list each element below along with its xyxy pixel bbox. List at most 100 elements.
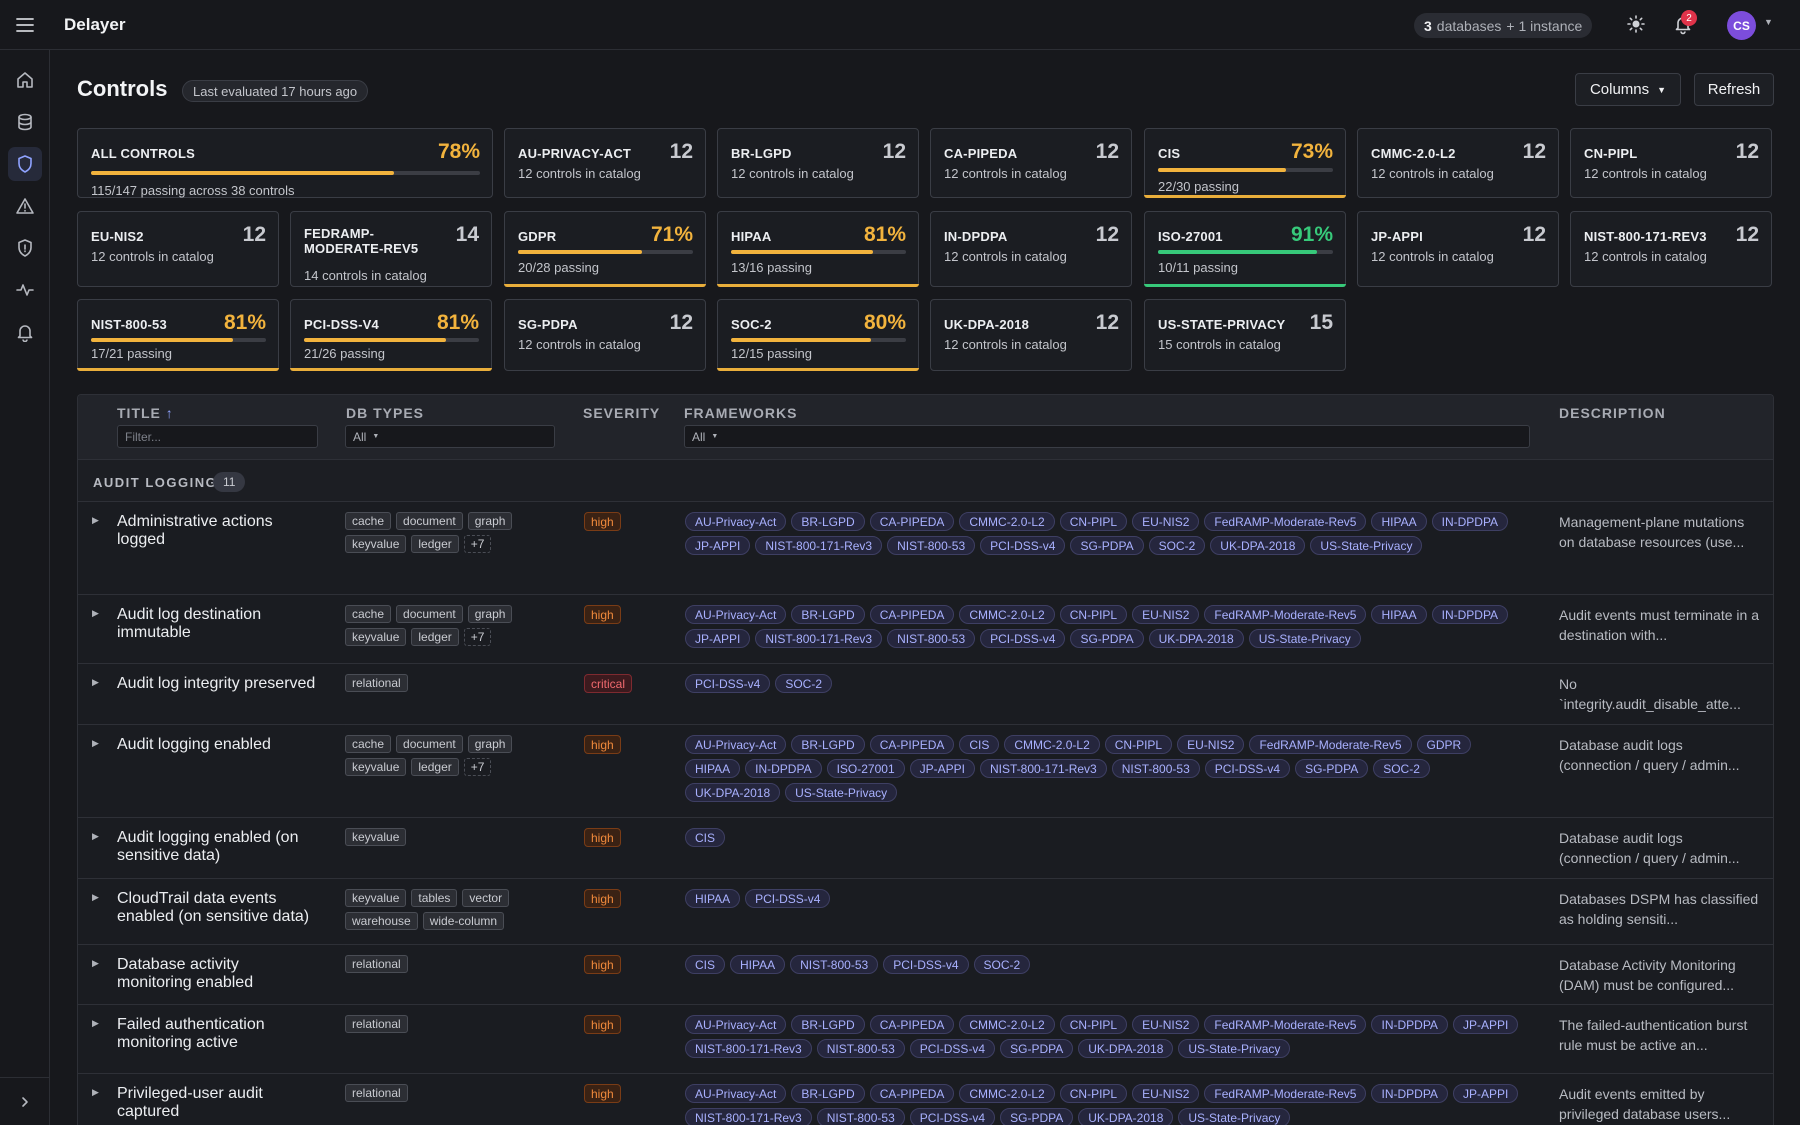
framework-card[interactable]: CIS 73% 22/30 passing [1144,128,1346,198]
db-types-cell: keyvalue [345,828,565,846]
framework-card[interactable]: SG-PDPA 12 12 controls in catalog [504,299,706,371]
title-header-label: TITLE [117,405,161,421]
framework-card[interactable]: ISO-27001 91% 10/11 passing [1144,211,1346,287]
table-row[interactable]: ▶ CloudTrail data events enabled (on sens… [78,879,1773,945]
table-row[interactable]: ▶ Audit logging enabled cache document graph… [78,725,1773,818]
shield-alert-icon[interactable] [8,231,42,265]
framework-tag: CIS [959,735,1000,754]
table-row[interactable]: ▶ Privileged-user audit captured relationa… [78,1074,1773,1125]
table-row[interactable]: ▶ Database activity monitoring enabled rel… [78,945,1773,1005]
framework-card-name: EU-NIS2 [91,229,144,244]
db-type-more-tag[interactable]: +7 [463,628,492,646]
db-types-filter-select[interactable]: All ▼ [345,425,555,448]
framework-card[interactable]: NIST-800-171-REV3 12 12 controls in catalo… [1570,211,1772,287]
control-description: No `integrity.audit_disable_atte... [1559,676,1741,712]
bell-icon[interactable] [8,315,42,349]
card-status-accent [290,368,492,371]
framework-card[interactable]: NIST-800-53 81% 17/21 passing [77,299,279,371]
control-title[interactable]: Audit log destination immutable [117,606,262,641]
chevron-right-icon[interactable] [0,1077,50,1125]
framework-card[interactable]: FEDRAMP- MODERATE-REV5 14 14 controls in c… [290,211,492,287]
framework-card[interactable]: EU-NIS2 12 12 controls in catalog [77,211,279,287]
expand-row-icon[interactable]: ▶ [92,892,99,902]
framework-card[interactable]: SOC-2 80% 12/15 passing [717,299,919,371]
column-header-frameworks[interactable]: FRAMEWORKS [684,405,798,421]
hamburger-icon[interactable] [0,0,50,50]
framework-card-control-count: 12 [1095,223,1119,246]
control-title[interactable]: Audit logging enabled [117,736,271,753]
control-description: Database audit logs (connection / query … [1559,737,1740,773]
table-row[interactable]: ▶ Administrative actions logged cache docum… [78,502,1773,595]
framework-tag: US-State-Privacy [1178,1039,1291,1058]
framework-card[interactable]: CN-PIPL 12 12 controls in catalog [1570,128,1772,198]
expand-row-icon[interactable]: ▶ [92,1087,99,1097]
warning-icon[interactable] [8,189,42,223]
expand-row-icon[interactable]: ▶ [92,608,99,618]
column-header-db-types[interactable]: DB TYPES [346,405,425,421]
control-title[interactable]: Audit log integrity preserved [117,675,316,692]
framework-card[interactable]: JP-APPI 12 12 controls in catalog [1357,211,1559,287]
title-filter-input[interactable]: Filter... [117,425,318,448]
expand-row-icon[interactable]: ▶ [92,738,99,748]
framework-card-control-count: 12 [1735,223,1759,246]
refresh-button[interactable]: Refresh [1694,73,1774,106]
table-row[interactable]: ▶ Audit log destination immutable cache doc… [78,595,1773,664]
control-title[interactable]: Privileged-user audit captured [117,1085,263,1120]
db-type-more-tag[interactable]: +7 [463,535,492,553]
framework-card-pass-rate: 81% [863,223,906,246]
control-title[interactable]: Failed authentication monitoring active [117,1016,265,1051]
framework-card[interactable]: AU-PRIVACY-ACT 12 12 controls in catalog [504,128,706,198]
column-header-description[interactable]: DESCRIPTION [1559,405,1666,421]
expand-row-icon[interactable]: ▶ [92,958,99,968]
expand-row-icon[interactable]: ▶ [92,1018,99,1028]
framework-tag: FedRAMP-Moderate-Rev5 [1204,605,1367,624]
control-title[interactable]: Database activity monitoring enabled [117,956,254,991]
expand-row-icon[interactable]: ▶ [92,677,99,687]
framework-card-summary: 22/30 passing [1158,179,1239,194]
column-header-severity[interactable]: SEVERITY [583,405,661,421]
last-evaluated-badge: Last evaluated 17 hours ago [182,80,369,102]
severity-badge: high [584,889,621,908]
control-description: The failed-authentication burst rule mus… [1559,1017,1748,1053]
database-icon[interactable] [8,105,42,139]
control-title[interactable]: CloudTrail data events enabled (on sensi… [117,890,310,925]
expand-row-icon[interactable]: ▶ [92,515,99,525]
table-row[interactable]: ▶ Audit logging enabled (on sensitive dat… [78,818,1773,879]
db-type-tag: keyvalue [345,628,407,646]
framework-card[interactable]: UK-DPA-2018 12 12 controls in catalog [930,299,1132,371]
framework-card[interactable]: PCI-DSS-V4 81% 21/26 passing [290,299,492,371]
shield-icon[interactable] [8,147,42,181]
sun-icon[interactable] [1626,14,1646,34]
framework-tag: SG-PDPA [1070,536,1144,555]
framework-tag: US-State-Privacy [1310,536,1423,555]
database-selector[interactable]: 3 databases + 1 instance [1414,13,1593,38]
framework-card[interactable]: CA-PIPEDA 12 12 controls in catalog [930,128,1132,198]
framework-card[interactable]: CMMC-2.0-L2 12 12 controls in catalog [1357,128,1559,198]
framework-card[interactable]: BR-LGPD 12 12 controls in catalog [717,128,919,198]
framework-card[interactable]: ALL CONTROLS 78% 115/147 passing across 38… [77,128,493,198]
table-row[interactable]: ▶ Failed authentication monitoring active… [78,1005,1773,1074]
home-icon[interactable] [8,63,42,97]
framework-card[interactable]: GDPR 71% 20/28 passing [504,211,706,287]
control-title[interactable]: Audit logging enabled (on sensitive data… [117,829,299,864]
framework-card[interactable]: US-STATE-PRIVACY 15 15 controls in catalog [1144,299,1346,371]
framework-tag: PCI-DSS-v4 [1204,759,1291,778]
control-description: Audit events emitted by privileged datab… [1559,1086,1731,1122]
chevron-down-icon[interactable]: ▼ [1764,17,1773,27]
framework-tag: CA-PIPEDA [869,735,955,754]
framework-card[interactable]: IN-DPDPA 12 12 controls in catalog [930,211,1132,287]
framework-card[interactable]: HIPAA 81% 13/16 passing [717,211,919,287]
db-type-tag: relational [345,674,408,692]
group-row-audit-logging[interactable]: AUDIT LOGGING 11 [78,460,1773,502]
frameworks-filter-select[interactable]: All ▼ [684,425,1530,448]
db-type-more-tag[interactable]: +7 [463,758,492,776]
columns-button[interactable]: Columns ▼ [1575,73,1681,106]
db-type-tag: ledger [411,628,459,646]
avatar[interactable]: CS [1727,11,1756,40]
expand-row-icon[interactable]: ▶ [92,831,99,841]
activity-icon[interactable] [8,273,42,307]
table-row[interactable]: ▶ Audit log integrity preserved relational… [78,664,1773,725]
column-header-title[interactable]: TITLE ↑ [117,405,174,421]
framework-card-pass-rate: 81% [436,311,479,334]
control-title[interactable]: Administrative actions logged [117,513,273,548]
